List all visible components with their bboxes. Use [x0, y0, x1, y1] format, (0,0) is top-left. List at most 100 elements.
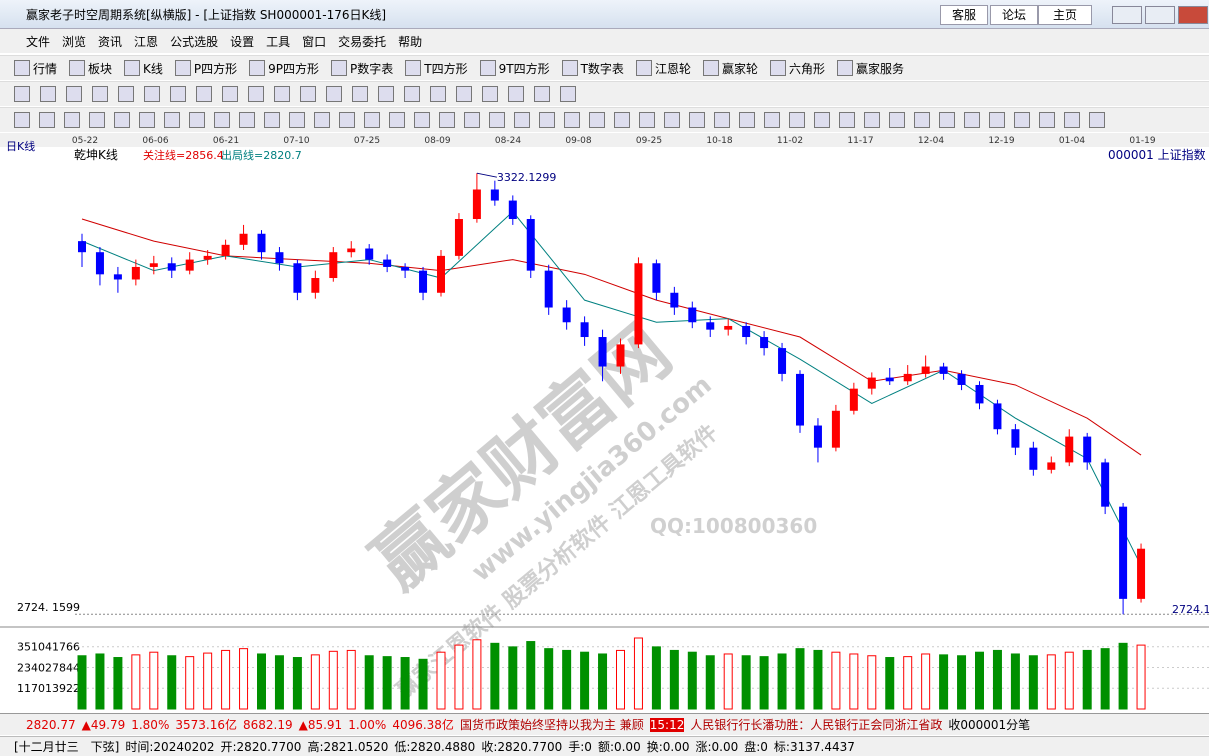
tool-icon[interactable] [144, 86, 160, 102]
tool-icon[interactable] [789, 112, 805, 128]
toolbar-button[interactable]: T四方形 [405, 60, 468, 77]
menu-item[interactable]: 公式选股 [170, 34, 219, 49]
tool-icon[interactable] [164, 112, 180, 128]
tool-icon[interactable] [439, 112, 455, 128]
tool-icon[interactable] [1089, 112, 1105, 128]
tool-icon[interactable] [889, 112, 905, 128]
tool-icon[interactable] [389, 112, 405, 128]
menu-item[interactable]: 帮助 [398, 34, 423, 49]
tool-icon[interactable] [714, 112, 730, 128]
toolbar-button[interactable]: P四方形 [174, 60, 237, 77]
tool-icon[interactable] [839, 112, 855, 128]
tool-icon[interactable] [248, 86, 264, 102]
tool-icon[interactable] [66, 86, 82, 102]
tool-icon[interactable] [508, 86, 524, 102]
tool-icon[interactable] [378, 86, 394, 102]
tool-icon[interactable] [1014, 112, 1030, 128]
link-button[interactable]: 客服 [940, 5, 988, 25]
tool-icon[interactable] [514, 112, 530, 128]
menu-item[interactable]: 资讯 [98, 34, 123, 49]
tool-icon[interactable] [814, 112, 830, 128]
tool-icon[interactable] [222, 86, 238, 102]
tool-icon[interactable] [564, 112, 580, 128]
tool-icon[interactable] [114, 112, 130, 128]
tool-icon[interactable] [989, 112, 1005, 128]
tool-icon[interactable] [314, 112, 330, 128]
tool-icon[interactable] [170, 86, 186, 102]
tool-icon[interactable] [614, 112, 630, 128]
tool-icon[interactable] [456, 86, 472, 102]
toolbar-button[interactable]: 赢家服务 [836, 60, 904, 77]
tool-icon[interactable] [40, 86, 56, 102]
toolbar-button[interactable]: 江恩轮 [635, 60, 691, 77]
tool-icon[interactable] [352, 86, 368, 102]
menu-item[interactable]: 设置 [230, 34, 255, 49]
candle-body [293, 263, 302, 293]
tool-icon[interactable] [639, 112, 655, 128]
tool-icon[interactable] [39, 112, 55, 128]
minimize-button[interactable] [1112, 6, 1142, 24]
menu-item[interactable]: 文件 [26, 34, 51, 49]
tool-icon[interactable] [14, 112, 30, 128]
tool-icon[interactable] [300, 86, 316, 102]
date-label: 05-22 [72, 136, 98, 146]
link-button[interactable]: 论坛 [990, 5, 1038, 25]
tool-icon[interactable] [214, 112, 230, 128]
tool-icon[interactable] [339, 112, 355, 128]
tool-icon[interactable] [274, 86, 290, 102]
tool-icon[interactable] [326, 86, 342, 102]
menu-item[interactable]: 江恩 [134, 34, 159, 49]
tool-icon[interactable] [1064, 112, 1080, 128]
toolbar-button[interactable]: K线 [124, 60, 163, 77]
toolbar-button[interactable]: 板块 [69, 60, 112, 77]
toolbar-button[interactable]: P数字表 [331, 60, 393, 77]
tool-icon[interactable] [14, 86, 30, 102]
toolbar-button[interactable]: 9P四方形 [249, 60, 319, 77]
tool-icon[interactable] [414, 112, 430, 128]
close-button[interactable] [1178, 6, 1208, 24]
maximize-button[interactable] [1145, 6, 1175, 24]
tool-icon[interactable] [364, 112, 380, 128]
tool-icon[interactable] [482, 86, 498, 102]
tool-icon[interactable] [139, 112, 155, 128]
tool-icon[interactable] [939, 112, 955, 128]
toolbar-button[interactable]: 赢家轮 [702, 60, 758, 77]
tool-icon[interactable] [196, 86, 212, 102]
toolbar-button[interactable]: 9T四方形 [479, 60, 550, 77]
menu-item[interactable]: 交易委托 [338, 34, 387, 49]
link-button[interactable]: 主页 [1038, 5, 1092, 25]
tool-icon[interactable] [92, 86, 108, 102]
tool-icon[interactable] [964, 112, 980, 128]
menu-item[interactable]: 浏览 [62, 34, 87, 49]
date-label: 01-19 [1129, 136, 1155, 146]
tool-icon[interactable] [118, 86, 134, 102]
volume-bar [849, 653, 859, 710]
toolbar-button[interactable]: T数字表 [561, 60, 624, 77]
tool-icon[interactable] [664, 112, 680, 128]
tool-icon[interactable] [64, 112, 80, 128]
tool-icon[interactable] [589, 112, 605, 128]
menu-item[interactable]: 窗口 [302, 34, 327, 49]
tool-icon[interactable] [189, 112, 205, 128]
tool-icon[interactable] [404, 86, 420, 102]
tool-icon[interactable] [1039, 112, 1055, 128]
tool-icon[interactable] [764, 112, 780, 128]
tool-icon[interactable] [489, 112, 505, 128]
tool-icon[interactable] [289, 112, 305, 128]
toolbar-button[interactable]: 行情 [14, 60, 57, 77]
tool-icon[interactable] [864, 112, 880, 128]
tool-icon[interactable] [264, 112, 280, 128]
tool-icon[interactable] [239, 112, 255, 128]
toolbar-button[interactable]: 六角形 [769, 60, 825, 77]
toolbar-label: T四方形 [424, 61, 468, 76]
tool-icon[interactable] [464, 112, 480, 128]
tool-icon[interactable] [534, 86, 550, 102]
tool-icon[interactable] [739, 112, 755, 128]
tool-icon[interactable] [539, 112, 555, 128]
tool-icon[interactable] [914, 112, 930, 128]
tool-icon[interactable] [89, 112, 105, 128]
tool-icon[interactable] [560, 86, 576, 102]
tool-icon[interactable] [689, 112, 705, 128]
tool-icon[interactable] [430, 86, 446, 102]
menu-item[interactable]: 工具 [266, 34, 291, 49]
